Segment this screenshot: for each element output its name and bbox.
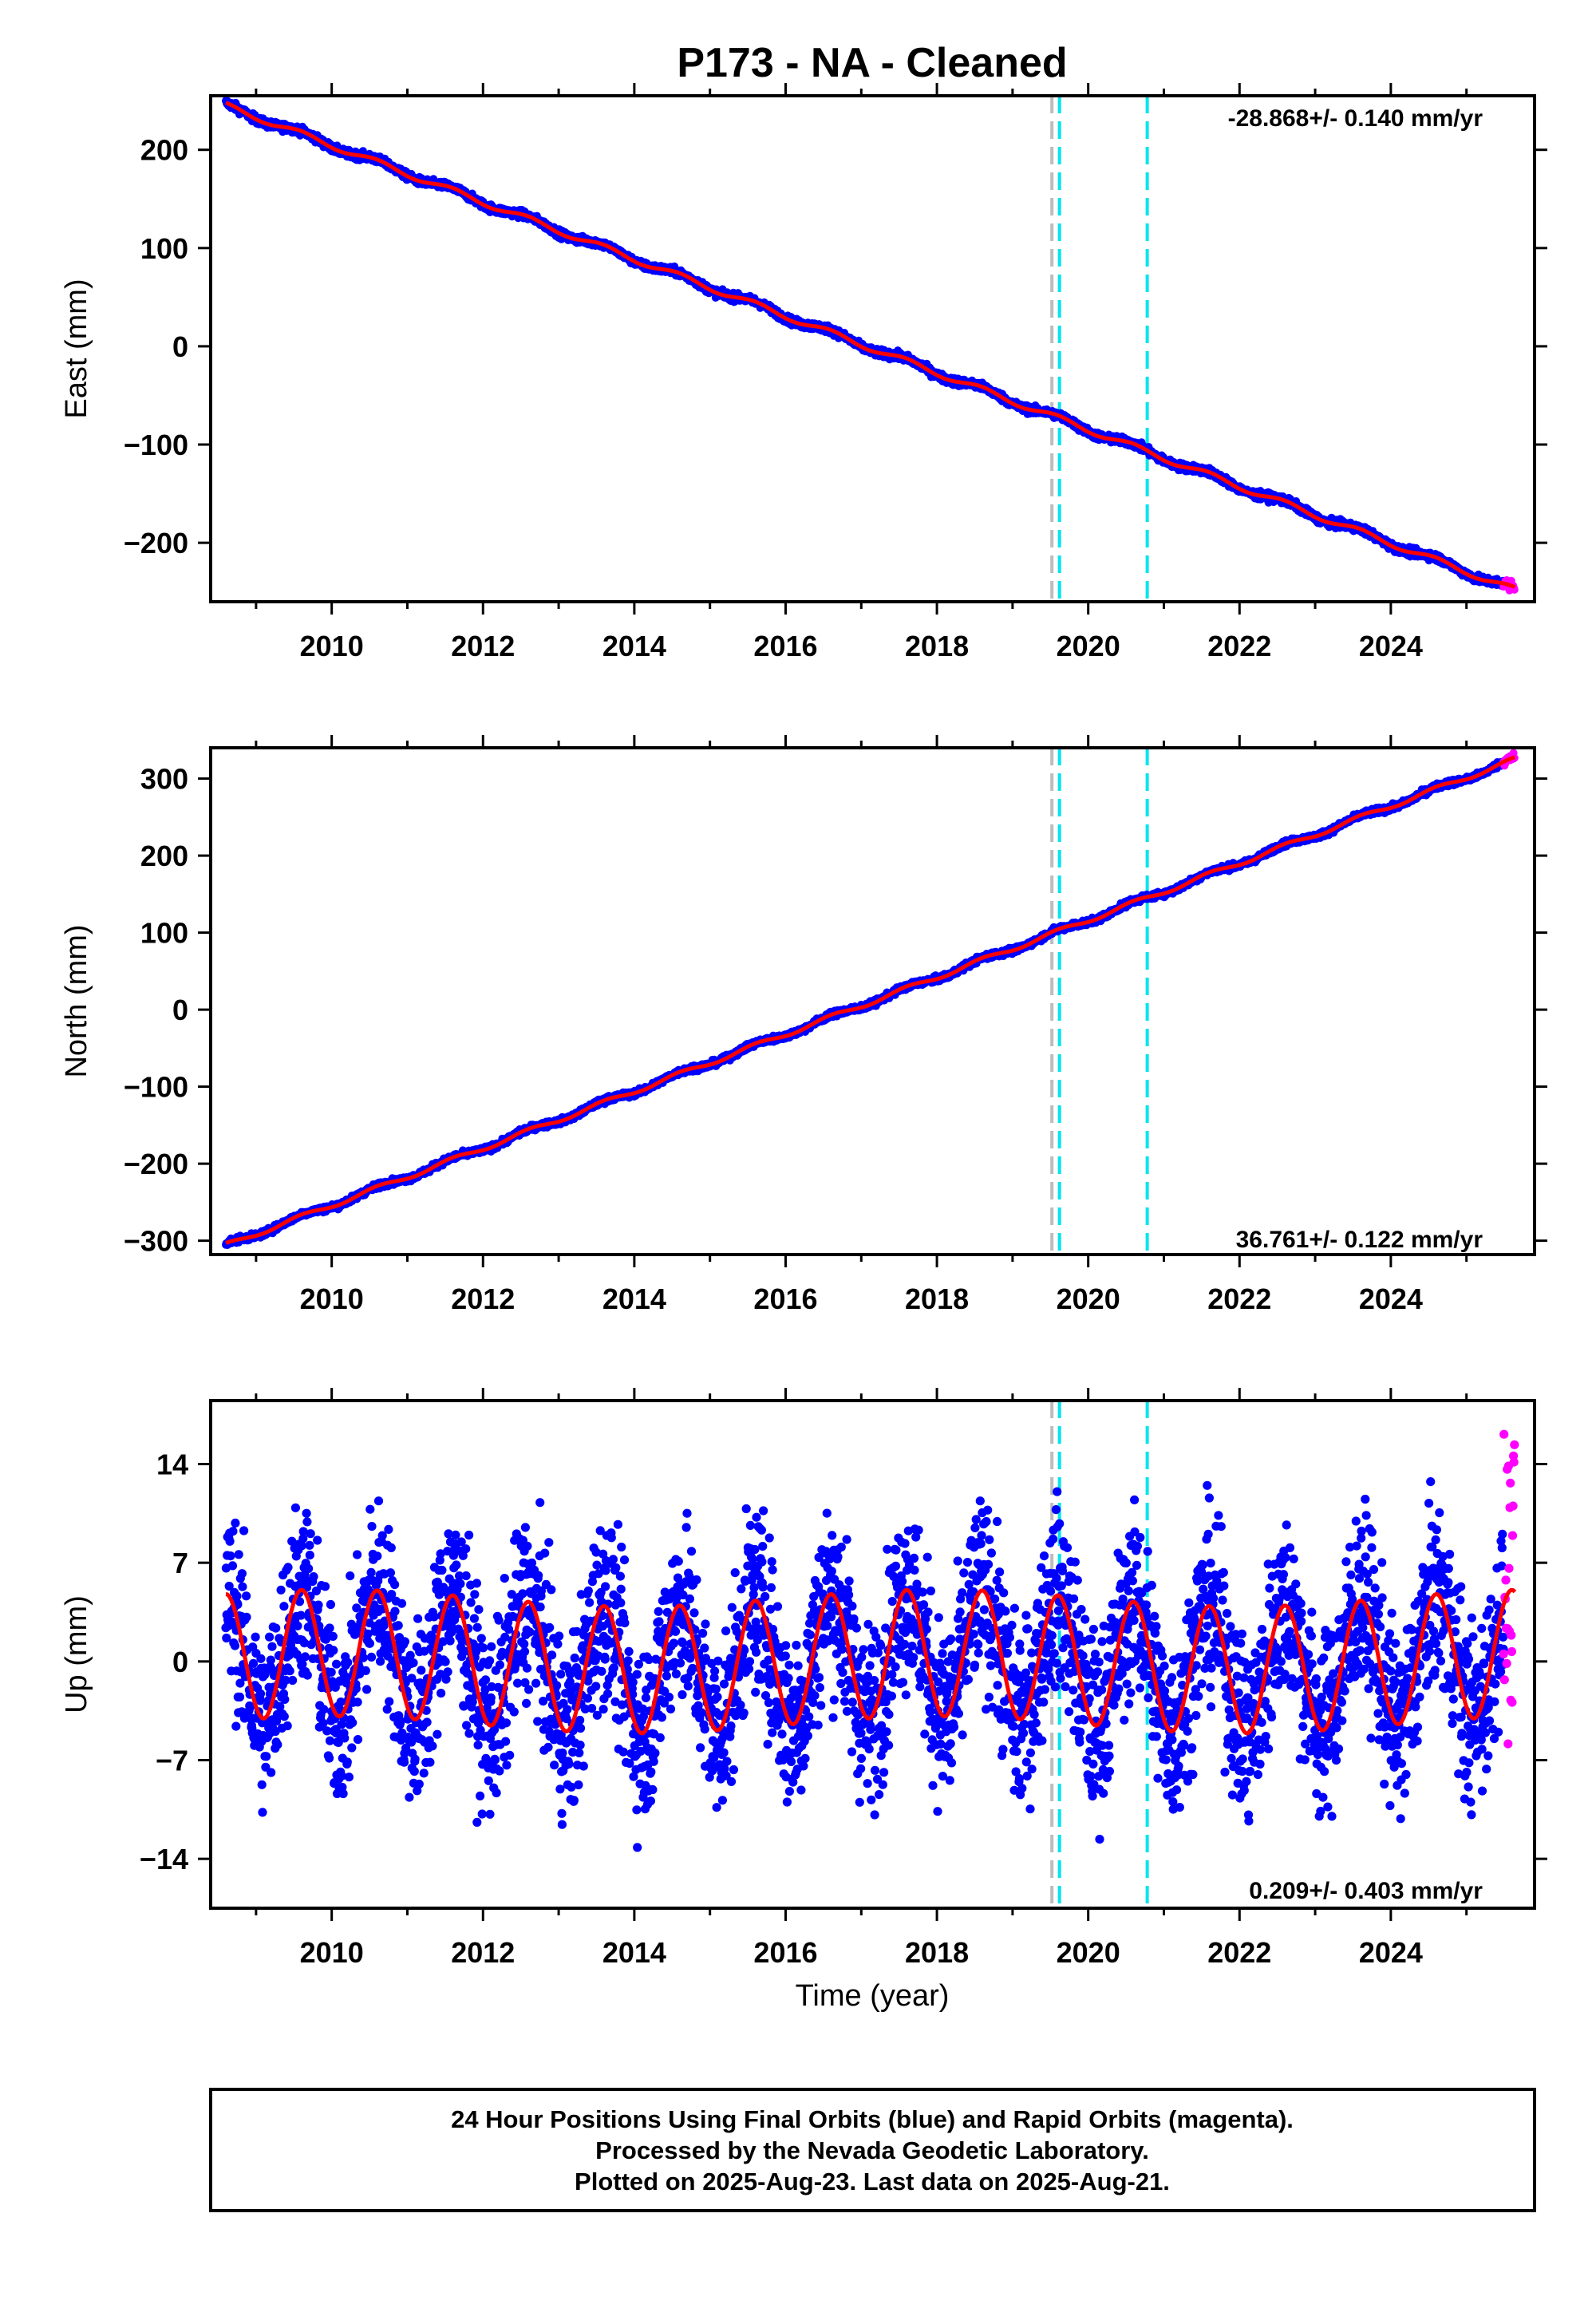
east-model-curve [224, 101, 1516, 589]
x-tick-label: 2014 [602, 630, 666, 662]
x-tick-label: 2018 [905, 630, 969, 662]
north-plot-area [222, 748, 1519, 1255]
north-panel: 2010 2012 2014 2016 2018 2020 2022 2024−300−200… [60, 735, 1547, 1315]
x-tick-label: 2024 [1359, 630, 1423, 662]
x-tick-label: 2022 [1207, 630, 1271, 662]
y-tick-label: −200 [124, 527, 188, 559]
east-plot-area [222, 96, 1519, 602]
x-tick-label: 2020 [1057, 630, 1120, 662]
east-frame [209, 94, 1536, 603]
y-tick-label: 200 [140, 134, 188, 167]
figure-title: P173 - NA - Cleaned [677, 40, 1067, 86]
x-tick-label: 2010 [300, 630, 364, 662]
y-tick-label: 0 [172, 330, 188, 363]
y-tick-label: −100 [124, 429, 188, 461]
east-rate-label: -28.868+/- 0.140 mm/yr [1228, 105, 1483, 132]
x-tick-label: 2016 [753, 630, 817, 662]
y-tick-label: 100 [140, 232, 188, 265]
x-tick-label: 2012 [451, 630, 515, 662]
east-panel: 2010 2012 2014 2016 2018 2020 2022 2024 −200 −100… [60, 83, 1547, 662]
east-axis-label: East (mm) [60, 279, 93, 418]
